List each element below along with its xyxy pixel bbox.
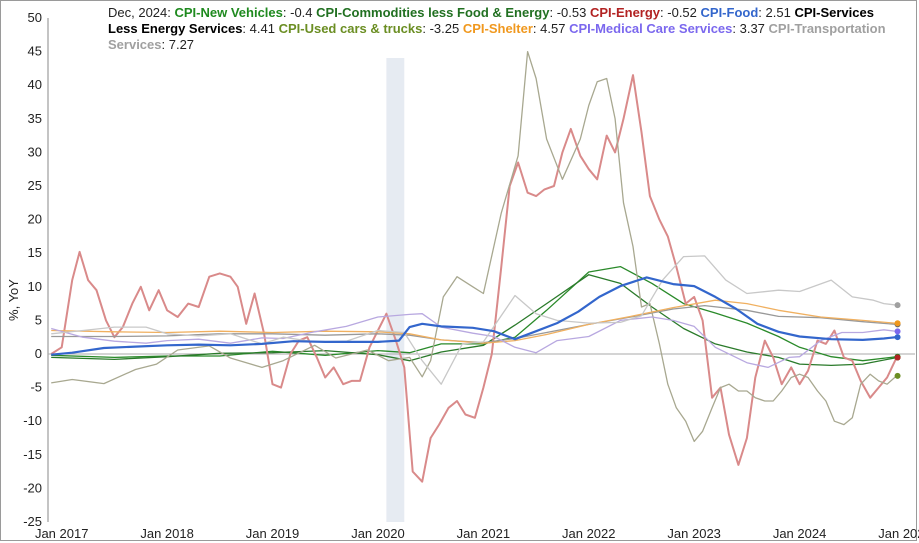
- x-tick-label: Jan 2018: [140, 526, 194, 541]
- legend-series-value: : -3.25: [422, 21, 460, 36]
- y-tick-label: 30: [28, 144, 42, 159]
- x-tick-label: Jan 2021: [457, 526, 511, 541]
- series-line-cpi-services-less-energy-services: [51, 304, 897, 344]
- series-line-cpi-used-cars-trucks: [51, 50, 898, 443]
- legend-series-name: CPI-Food: [700, 5, 759, 20]
- legend-series-name: CPI-Shelter: [462, 21, 533, 36]
- end-point-cpi-food: [894, 334, 901, 341]
- series-line-cpi-energy: [50, 74, 898, 483]
- legend-item-cpi-energy: CPI-Energy: -0.52: [586, 5, 697, 20]
- x-tick-label: Jan 2017: [35, 526, 89, 541]
- legend-item-cpi-shelter: CPI-Shelter: 4.57: [459, 21, 566, 36]
- legend-series-value: : -0.4: [282, 5, 313, 20]
- y-tick-label: 20: [28, 212, 42, 227]
- x-tick-label: Jan 2019: [246, 526, 300, 541]
- legend-series-value: : -0.53: [549, 5, 587, 20]
- y-tick-label: 5: [35, 312, 42, 327]
- legend-item-cpi-new-vehicles: CPI-New Vehicles: -0.4: [175, 5, 313, 20]
- chart-legend: Dec, 2024: CPI-New Vehicles: -0.4 CPI-Co…: [108, 5, 898, 53]
- y-tick-label: -5: [30, 380, 42, 395]
- legend-series-name: CPI-Commodities less Food & Energy: [316, 5, 550, 20]
- end-point-cpi-shelter: [894, 320, 901, 327]
- legend-series-value: : -0.52: [660, 5, 697, 20]
- legend-series-value: : 2.51: [758, 5, 791, 20]
- legend-series-name: CPI-Transportation Services: [108, 21, 886, 52]
- series-line-cpi-medical-care-services: [51, 313, 897, 369]
- recession-band: [386, 58, 405, 522]
- legend-item-cpi-commodities-less-food-energy: CPI-Commodities less Food & Energy: -0.5…: [313, 5, 587, 20]
- y-tick-label: 35: [28, 111, 42, 126]
- legend-items: CPI-New Vehicles: -0.4 CPI-Commodities l…: [108, 5, 886, 52]
- legend-series-value: : 7.27: [161, 37, 195, 52]
- legend-series-name: CPI-Services Less Energy Services: [108, 5, 874, 36]
- legend-series-name: CPI-Energy: [589, 5, 661, 20]
- y-tick-label: 25: [28, 178, 42, 193]
- y-tick-label: -10: [23, 413, 42, 428]
- x-tick-label: Jan 2022: [562, 526, 616, 541]
- x-tick-label: Jan 2024: [773, 526, 827, 541]
- y-tick-label: 0: [35, 346, 42, 361]
- y-tick-label: -20: [23, 480, 42, 495]
- y-tick-label: 40: [28, 77, 42, 92]
- y-tick-label: 10: [28, 279, 42, 294]
- series-line-cpi-food: [51, 276, 897, 356]
- legend-series-value: : 3.37: [732, 21, 765, 36]
- y-tick-label: -15: [23, 447, 42, 462]
- x-tick-label: Jan 2025: [878, 526, 919, 541]
- legend-item-cpi-food: CPI-Food: 2.51: [697, 5, 791, 20]
- legend-series-value: : 4.57: [532, 21, 566, 36]
- legend-series-value: : 4.41: [242, 21, 275, 36]
- x-tick-label: Jan 2023: [667, 526, 721, 541]
- series-line-cpi-transportation-services: [51, 255, 897, 385]
- legend-series-name: CPI-New Vehicles: [174, 5, 283, 20]
- end-point-cpi-energy: [894, 354, 901, 361]
- legend-series-name: CPI-Medical Care Services: [569, 21, 733, 36]
- legend-date: Dec, 2024:: [108, 5, 171, 20]
- y-tick-label: -25: [23, 514, 42, 529]
- y-tick-label: 45: [28, 44, 42, 59]
- legend-item-cpi-services-less-energy-services: CPI-Services Less Energy Services: 4.41: [108, 5, 874, 36]
- legend-item-cpi-transportation-services: CPI-Transportation Services: 7.27: [108, 21, 886, 52]
- y-tick-label: 15: [28, 245, 42, 260]
- legend-item-cpi-medical-care-services: CPI-Medical Care Services: 3.37: [565, 21, 765, 36]
- end-point-cpi-transportation-services: [894, 302, 901, 309]
- legend-series-name: CPI-Used cars & trucks: [278, 21, 423, 36]
- legend-item-cpi-used-cars-trucks: CPI-Used cars & trucks: -3.25: [275, 21, 460, 36]
- x-tick-label: Jan 2020: [351, 526, 405, 541]
- y-tick-label: 50: [28, 10, 42, 25]
- end-point-cpi-used-cars-trucks: [894, 372, 901, 379]
- y-axis-label: %, YoY: [6, 279, 21, 321]
- end-point-cpi-medical-care-services: [894, 328, 901, 335]
- series-line-cpi-shelter: [51, 299, 897, 344]
